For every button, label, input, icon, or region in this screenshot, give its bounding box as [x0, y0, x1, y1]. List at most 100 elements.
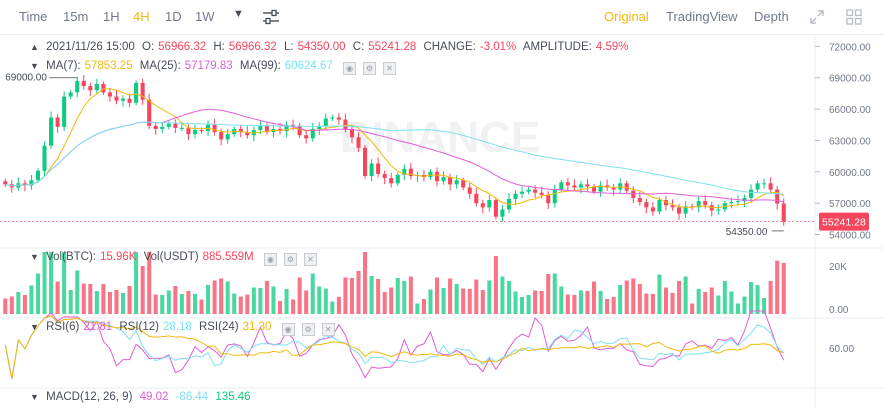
candle-body	[199, 130, 204, 132]
volume-bar	[238, 296, 243, 314]
volume-bar	[140, 266, 145, 314]
eye-icon[interactable]: ◉	[342, 62, 356, 75]
volume-bar	[467, 289, 472, 314]
volume-bar	[62, 252, 67, 314]
candle-body	[29, 180, 34, 186]
candle-body	[349, 128, 355, 138]
volume-bar	[310, 273, 315, 314]
candle-body	[88, 86, 93, 91]
sliders-icon[interactable]	[262, 9, 280, 25]
settings-icon[interactable]: ⚙	[283, 253, 297, 266]
chevron-down-icon[interactable]: ▼	[233, 8, 244, 20]
volume-bar	[729, 291, 734, 314]
candle-body	[291, 124, 296, 126]
collapse-arrow-icon[interactable]: ▲	[30, 42, 39, 52]
interval-time[interactable]: Time	[19, 9, 48, 24]
volume-bar	[264, 281, 269, 314]
candle-body	[35, 170, 41, 181]
ma7-line	[5, 88, 784, 209]
candle-body	[277, 128, 283, 132]
candle-body	[578, 184, 583, 188]
candle-body	[68, 92, 73, 97]
candle-body	[173, 123, 178, 128]
candle-body	[637, 197, 642, 203]
interval-1w[interactable]: 1W	[195, 9, 215, 24]
volume-bar	[461, 288, 466, 314]
view-tradingview[interactable]: TradingView	[666, 9, 738, 24]
interval-1h[interactable]: 1H	[103, 9, 120, 24]
toolbar: Time 15m 1H 4H 1D 1W ▼ Original TradingV…	[0, 0, 884, 35]
rsi12-line	[4, 315, 785, 380]
ma99-label: MA(99):	[239, 60, 281, 72]
settings-icon[interactable]: ⚙	[362, 62, 376, 75]
candle-body	[114, 96, 119, 101]
ma-info-row: ▼ MA(7): 57853.25 MA(25): 57179.83 MA(99):…	[30, 60, 400, 75]
volume-bar	[134, 252, 139, 314]
eye-icon[interactable]: ◉	[263, 253, 277, 266]
candle-body	[631, 190, 636, 198]
volume-bar	[147, 252, 152, 314]
rsi24-label: RSI(24)	[198, 321, 239, 333]
view-original[interactable]: Original	[604, 9, 649, 24]
volume-bar	[75, 270, 80, 314]
rsi-info-row: ▼ RSI(6) 21.81 RSI(12) 28.18 RSI(24) 31.30 …	[30, 321, 339, 336]
volume-bar	[703, 292, 708, 314]
candle-body	[683, 206, 688, 214]
collapse-arrow-icon[interactable]: ▼	[30, 61, 39, 71]
volume-bar	[68, 290, 73, 314]
close-icon[interactable]: ✕	[382, 62, 396, 75]
volume-bar	[81, 283, 86, 314]
view-depth[interactable]: Depth	[754, 9, 789, 24]
grid-icon[interactable]	[846, 9, 862, 25]
collapse-arrow-icon[interactable]: ▼	[30, 252, 39, 262]
volume-bar	[225, 281, 230, 314]
close-icon[interactable]: ✕	[321, 323, 335, 336]
candle-body	[264, 125, 269, 133]
collapse-arrow-icon[interactable]: ▼	[30, 392, 39, 402]
interval-4h[interactable]: 4H	[133, 9, 150, 24]
candle-body	[363, 147, 368, 176]
volume-bar	[271, 286, 276, 314]
ma99-value: 60624.67	[284, 60, 333, 72]
chart-area[interactable]: BINANCE 72000.00 69000.00 66000.00 63000.00…	[0, 35, 884, 408]
candle-body	[448, 177, 453, 185]
collapse-arrow-icon[interactable]: ▼	[30, 322, 39, 332]
volume-bar	[487, 280, 492, 314]
volume-bar	[343, 277, 348, 314]
volume-bar	[663, 287, 669, 314]
vol-usdt-label: Vol(USDT)	[143, 251, 199, 263]
candle-body	[742, 197, 747, 202]
candle-body	[644, 202, 649, 208]
chart-svg[interactable]: BINANCE 72000.00 69000.00 66000.00 63000.00…	[0, 35, 884, 408]
candle-body	[81, 80, 86, 87]
close-icon[interactable]: ✕	[303, 253, 317, 266]
interval-1d[interactable]: 1D	[165, 9, 182, 24]
volume-bar	[670, 293, 675, 314]
volume-bar	[363, 252, 368, 314]
candle-body	[657, 200, 662, 212]
candle-body	[140, 82, 145, 100]
volume-bar	[415, 303, 420, 314]
candle-body	[670, 205, 675, 208]
eye-icon[interactable]: ◉	[281, 323, 295, 336]
volume-bar	[735, 303, 740, 314]
volume-bar	[127, 286, 132, 314]
volume-bar	[356, 271, 361, 314]
volume-bar	[696, 289, 701, 314]
volume-bar	[402, 281, 407, 314]
volume-bar	[755, 285, 760, 314]
settings-icon[interactable]: ⚙	[301, 323, 315, 336]
ma7-value: 57853.25	[84, 60, 133, 72]
candle-body	[389, 178, 394, 184]
volume-bar	[389, 287, 394, 314]
volume-bar	[506, 281, 512, 314]
volume-bar	[258, 288, 263, 314]
candle-body	[101, 84, 106, 93]
vol-usdt-value: 885.559M	[202, 251, 254, 263]
interval-15m[interactable]: 15m	[63, 9, 89, 24]
volume-bar	[101, 284, 106, 314]
price-axis-label: 63000.00	[829, 136, 871, 147]
expand-icon[interactable]	[809, 9, 825, 25]
candle-body	[598, 185, 603, 192]
grid-lines	[0, 35, 884, 408]
